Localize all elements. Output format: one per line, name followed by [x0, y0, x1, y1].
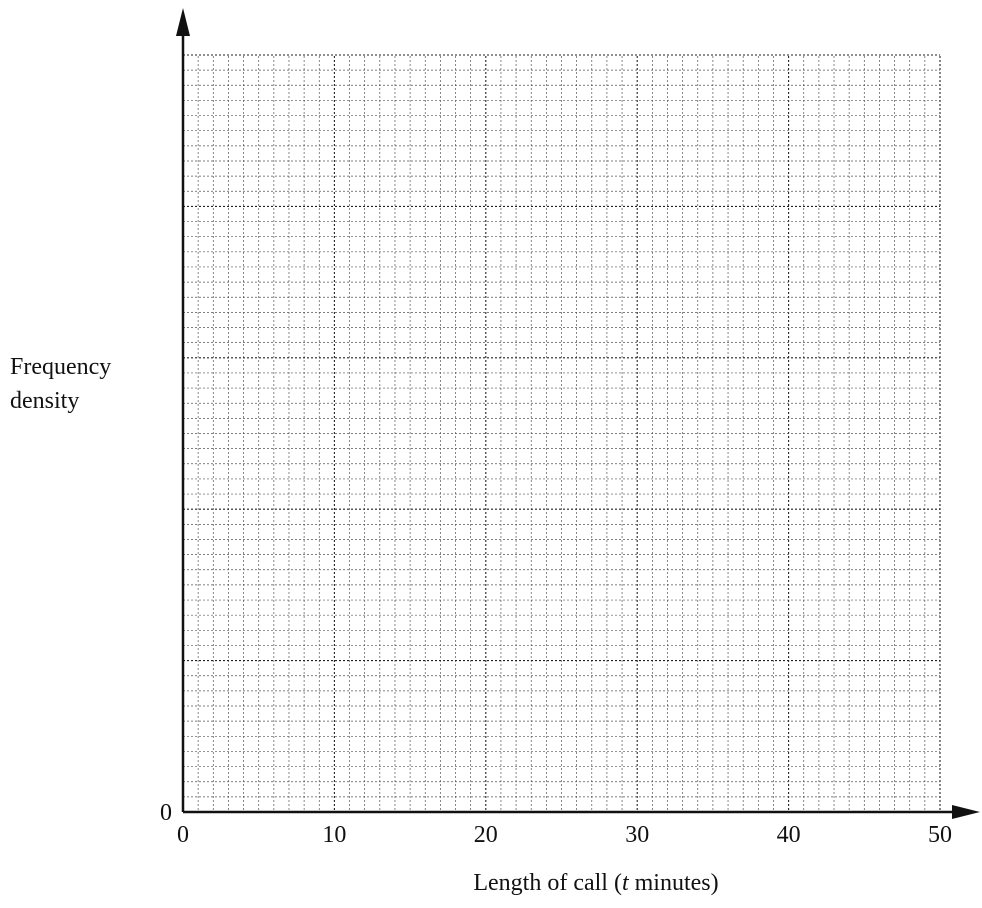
y-axis-arrow [176, 8, 190, 36]
x-tick-label: 10 [322, 822, 346, 848]
x-tick-label: 20 [474, 822, 498, 848]
y-axis-label-line1: Frequency [10, 354, 111, 380]
grid [182, 54, 941, 813]
y-tick-label-zero: 0 [160, 800, 172, 826]
x-tick-label: 50 [928, 822, 952, 848]
x-axis-label-part2: minutes) [629, 870, 719, 896]
x-axis-label-variable: t [622, 870, 630, 896]
x-tick-labels: 0 10 20 30 40 50 [177, 822, 952, 848]
x-tick-label: 40 [777, 822, 801, 848]
x-tick-label: 30 [625, 822, 649, 848]
y-axis-label-line2: density [10, 388, 79, 414]
x-axis-arrow [952, 805, 980, 819]
x-axis-label: Length of call (t minutes) [473, 870, 718, 896]
axes [176, 8, 980, 819]
x-axis-label-part1: Length of call ( [473, 870, 622, 896]
x-tick-label: 0 [177, 822, 189, 848]
